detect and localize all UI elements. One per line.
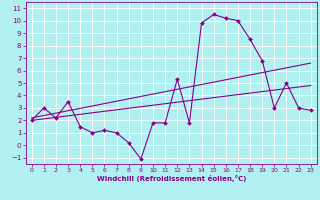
X-axis label: Windchill (Refroidissement éolien,°C): Windchill (Refroidissement éolien,°C): [97, 175, 246, 182]
